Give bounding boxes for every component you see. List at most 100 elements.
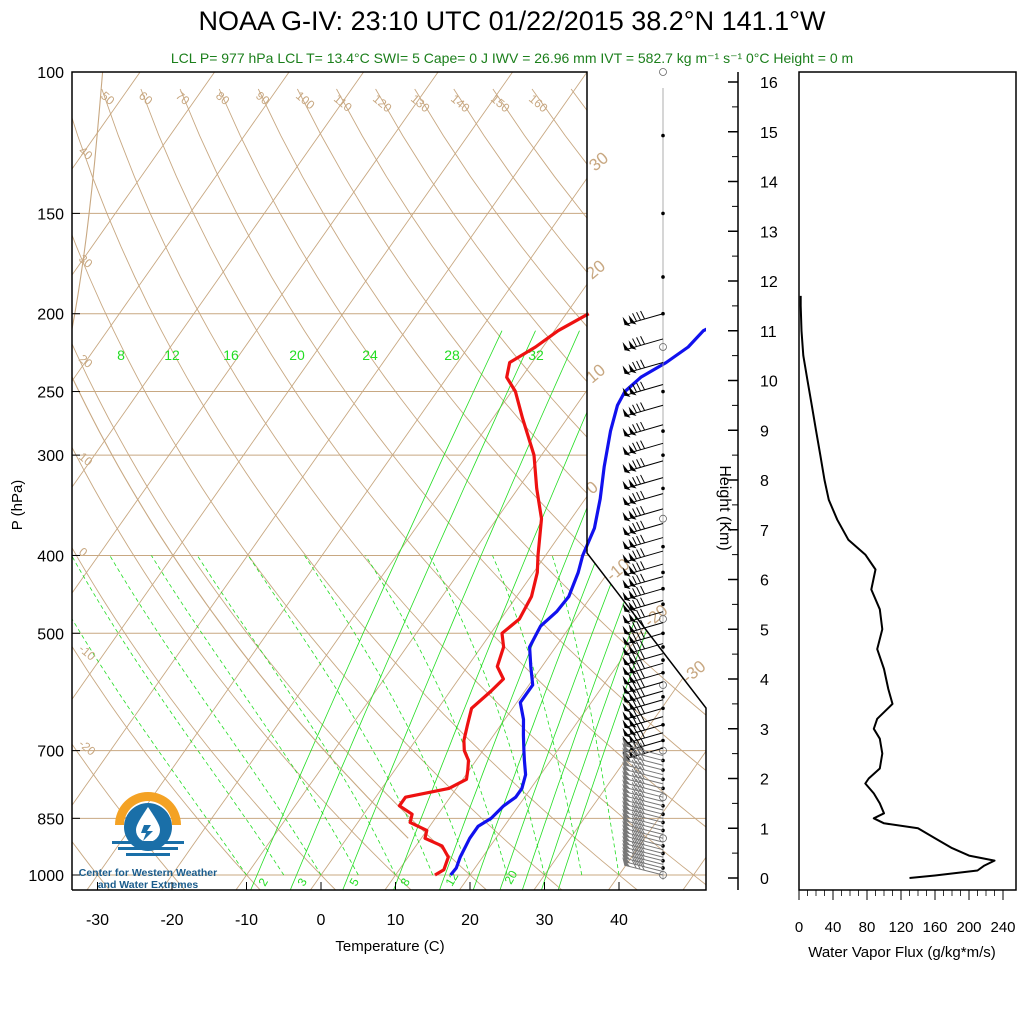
wind-barb-flag xyxy=(622,727,631,738)
wind-barb-feather xyxy=(639,844,645,853)
height-tick-label: 15 xyxy=(760,125,778,142)
wind-barb-feather xyxy=(640,721,646,731)
wind-barb-feather xyxy=(632,739,638,749)
wind-barb-feather xyxy=(635,835,641,845)
dry-adiabat-line xyxy=(72,88,338,890)
wind-barb-feather xyxy=(639,805,645,814)
wind-barb-feather xyxy=(635,760,641,770)
wind-barb-feather xyxy=(636,680,642,689)
wind-barb-feather xyxy=(632,642,638,652)
mixing-ratio-line xyxy=(289,330,536,890)
wind-barb-feather xyxy=(631,834,637,844)
wind-barb-feather xyxy=(640,745,646,754)
wind-barb-flag xyxy=(622,711,631,721)
wind-barb-feather xyxy=(640,359,646,368)
wind-barb-feather xyxy=(639,766,645,775)
wind-barb-feather xyxy=(635,828,641,837)
wind-barb-flag xyxy=(622,603,631,613)
wind-barb-feather xyxy=(636,689,642,698)
dry-adiabat-label: 80 xyxy=(213,89,232,109)
wind-barb-feather xyxy=(639,756,645,766)
wind-barb-flag xyxy=(622,614,631,625)
wind-barb-flag xyxy=(622,694,631,704)
moist-adiabat-line xyxy=(551,555,620,876)
wind-barb-feather xyxy=(640,679,646,688)
dry-adiabat-line xyxy=(72,88,641,890)
skewt-grid-labels: 50 60 70 80 90 100 110 120 130 140 150 160403020100… xyxy=(76,89,709,889)
isotherm-line xyxy=(532,72,706,890)
isotherm-line xyxy=(72,72,513,890)
wind-barb-feather xyxy=(632,588,638,597)
wind-barb-feather xyxy=(639,797,645,806)
dry-adiabat-line xyxy=(453,88,706,890)
height-tick-label: 9 xyxy=(760,423,769,440)
wind-barb-flag xyxy=(622,636,631,646)
wind-barb-feather xyxy=(631,740,637,749)
wind-barb-feather xyxy=(631,790,637,800)
dry-adiabat-line xyxy=(492,88,706,890)
moist-adiabat-line xyxy=(109,555,322,876)
isotherm-label: -30 xyxy=(678,657,709,687)
wind-barb-feather xyxy=(631,773,637,782)
wind-barb-feather xyxy=(632,492,638,502)
wind-barb-feather xyxy=(632,338,638,347)
y-tick-label: 850 xyxy=(37,811,64,828)
wind-barb-feather xyxy=(632,662,638,672)
isotherm-label: 0 xyxy=(582,477,601,498)
wind-barb-feather xyxy=(639,840,645,849)
y-tick-label: 200 xyxy=(37,307,64,324)
dry-adiabat-label: 90 xyxy=(253,89,272,109)
mixing-ratio-label: 2 xyxy=(255,875,271,888)
wind-barb-feather xyxy=(632,383,638,393)
isotherm-line xyxy=(72,72,215,890)
wind-barb-feather xyxy=(636,535,642,545)
wind-barb-feather xyxy=(631,819,637,828)
dry-adiabat-line xyxy=(72,88,490,890)
wind-barb-flag xyxy=(628,634,637,645)
height-tick-label: 8 xyxy=(760,473,769,490)
calm-circle-icon xyxy=(659,343,667,351)
dry-adiabat-label: 60 xyxy=(136,89,155,109)
wind-barb-feather xyxy=(640,490,646,500)
wind-barb-feather xyxy=(636,360,642,370)
wind-barb-feather xyxy=(635,783,641,792)
flux-x-tick-label: 120 xyxy=(888,919,913,936)
wind-barb-flag xyxy=(622,365,631,376)
wind-barb-feather xyxy=(632,632,638,642)
wind-barb-flag xyxy=(622,342,631,352)
wind-barb-feather xyxy=(631,799,637,808)
wind-barb-feather xyxy=(635,820,641,829)
wind-barb-feather xyxy=(632,732,638,741)
wind-barb-flag xyxy=(622,387,631,398)
barb-dot xyxy=(661,486,665,491)
wind-barb-feather xyxy=(636,609,642,619)
x-tick-label: 10 xyxy=(387,912,405,929)
mixing-ratio-label: 28 xyxy=(444,347,460,363)
dry-adiabat-line xyxy=(101,88,706,890)
wind-barb-feather xyxy=(635,831,641,841)
wind-barb-flag xyxy=(628,623,637,634)
wind-barb-feather xyxy=(632,622,638,631)
wind-barb-feather xyxy=(636,651,642,661)
dewpoint-line xyxy=(449,327,706,877)
moist-adiabat-line xyxy=(492,555,583,876)
isotherm-label: 30 xyxy=(585,148,612,175)
logo-mark-icon xyxy=(112,792,184,856)
flux-x-tick-label: 80 xyxy=(859,919,876,936)
wind-barb-flag xyxy=(622,316,631,327)
flux-x-tick-label: 0 xyxy=(795,919,803,936)
wind-barb-flag xyxy=(628,444,637,455)
height-tick-label: 12 xyxy=(760,274,778,291)
isotherm-label: -10 xyxy=(76,642,99,664)
wind-barb-flag xyxy=(628,385,637,396)
mixing-ratio-line xyxy=(392,330,623,890)
wind-barb-feather xyxy=(636,459,642,468)
wind-barb-flag xyxy=(628,538,637,549)
wind-barb-flag xyxy=(622,625,631,636)
wind-barb-flag xyxy=(628,565,637,575)
isotherm-label: 30 xyxy=(76,252,95,272)
wind-barb-flag xyxy=(628,726,637,736)
flux-x-tick-label: 240 xyxy=(990,919,1015,936)
